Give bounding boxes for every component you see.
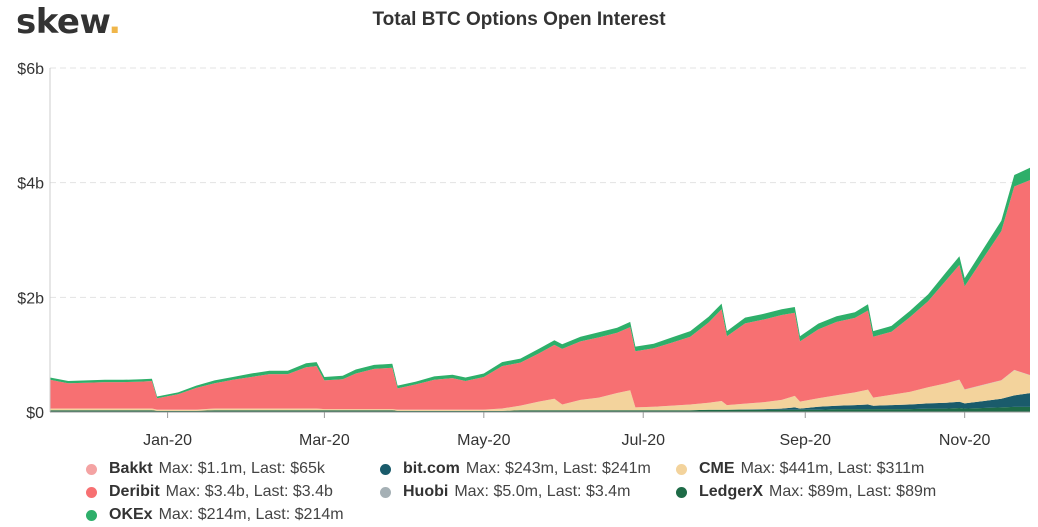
legend-marker	[676, 486, 687, 498]
legend-marker	[380, 486, 391, 498]
brand-text: skew	[16, 2, 109, 42]
legend-stats: Max: $5.0m, Last: $3.4m	[454, 483, 631, 500]
x-tick-label: Nov-20	[939, 432, 991, 449]
x-tick-label: Jul-20	[621, 432, 665, 449]
legend-stats: Max: $441m, Last: $311m	[740, 460, 925, 477]
brand-dot: .	[108, 2, 121, 42]
legend-marker	[380, 463, 391, 475]
y-tick-label: $6b	[17, 61, 44, 78]
y-tick-label: $4b	[17, 176, 44, 193]
y-tick-label: $0	[26, 405, 44, 422]
legend-marker	[86, 463, 97, 475]
legend-name: OKEx	[109, 506, 153, 523]
series-ledgerx-area	[50, 406, 1030, 412]
legend-name: Bakkt	[109, 460, 153, 477]
legend-name: CME	[699, 460, 735, 477]
legend: Bakkt Max: $1.1m, Last: $65k bit.com Max…	[0, 455, 1038, 527]
chart-title: Total BTC Options Open Interest	[372, 9, 666, 30]
legend-item-huobi[interactable]: Huobi Max: $5.0m, Last: $3.4m	[380, 481, 630, 503]
y-tick-label: $2b	[17, 290, 44, 307]
series-deribit-area	[50, 180, 1030, 410]
legend-item-bakkt[interactable]: Bakkt Max: $1.1m, Last: $65k	[86, 458, 325, 480]
x-tick-label: Sep-20	[779, 432, 831, 449]
legend-item-bitcom[interactable]: bit.com Max: $243m, Last: $241m	[380, 458, 651, 480]
x-tick-label: Mar-20	[299, 432, 350, 449]
legend-marker	[676, 463, 687, 475]
x-tick-label: May-20	[457, 432, 510, 449]
legend-item-cme[interactable]: CME Max: $441m, Last: $311m	[676, 458, 924, 480]
chart-area: $0 $2b $4b $6b Jan-20 Mar-20 May-20 Jul-20 Sep-2…	[17, 61, 1030, 449]
legend-stats: Max: $243m, Last: $241m	[465, 460, 651, 477]
legend-item-ledgerx[interactable]: LedgerX Max: $89m, Last: $89m	[676, 481, 936, 503]
legend-stats: Max: $3.4b, Last: $3.4b	[165, 483, 333, 500]
brand-logo: skew.	[16, 2, 121, 42]
legend-item-okex[interactable]: OKEx Max: $214m, Last: $214m	[86, 504, 344, 526]
legend-stats: Max: $89m, Last: $89m	[769, 483, 937, 500]
legend-name: Huobi	[403, 483, 449, 500]
legend-name: LedgerX	[699, 483, 764, 500]
legend-marker	[86, 486, 97, 498]
x-tick-label: Jan-20	[143, 432, 192, 449]
legend-stats: Max: $1.1m, Last: $65k	[158, 460, 325, 477]
legend-stats: Max: $214m, Last: $214m	[158, 506, 344, 523]
legend-name: bit.com	[403, 460, 460, 477]
legend-marker	[86, 509, 97, 521]
series-cme-area	[50, 370, 1030, 411]
series-okex-area	[50, 167, 1030, 399]
legend-item-deribit[interactable]: Deribit Max: $3.4b, Last: $3.4b	[86, 481, 333, 503]
legend-name: Deribit	[109, 483, 160, 500]
